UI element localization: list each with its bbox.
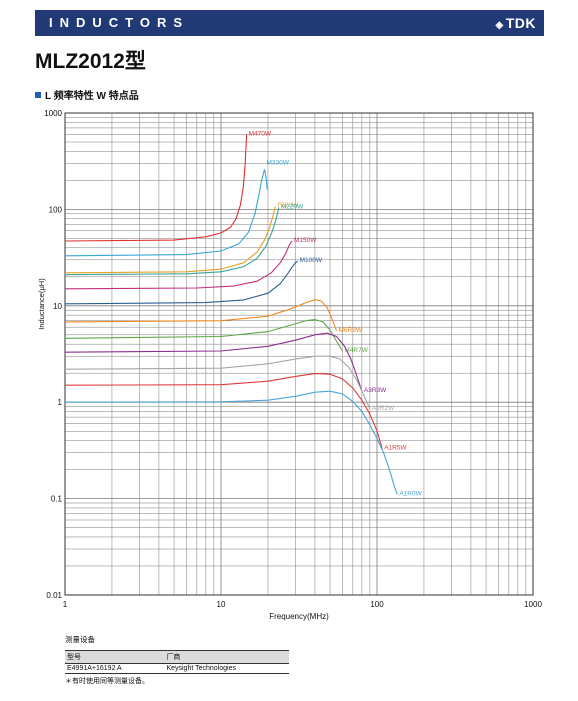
series-line-m470w [64, 134, 248, 242]
series-label: M6R8W [338, 327, 362, 334]
section-heading-text: L 频率特性 W 特点品 [45, 91, 139, 102]
series-line-f220w [64, 206, 276, 274]
y-tick-label: 10 [53, 302, 62, 311]
series-label: M150W [294, 237, 317, 244]
table-header-row: 型号 厂商 [65, 650, 289, 664]
header-banner: INDUCTORS ◈ TDK [35, 10, 544, 36]
series-line-m4r7w [64, 319, 343, 352]
inductance-frequency-chart: 1 10 100 1000 0.01 0.1 1 10 100 1000 Frequency(MHz… [37, 109, 542, 621]
measurement-table: 型号 厂商 E4991A+16192 A Keysight Technologi… [65, 650, 289, 674]
series-label: M220W [281, 203, 304, 210]
series-line-a3r3w [64, 332, 363, 392]
table-row: E4991A+16192 A Keysight Technologies [65, 663, 289, 674]
x-tick-label: 100 [370, 600, 384, 609]
y-axis-label: Inductance(μH) [37, 278, 46, 330]
series-label: M330W [266, 159, 289, 166]
y-tick-label: 100 [49, 205, 63, 214]
column-header-maker: 厂商 [164, 650, 289, 664]
series-line-m150w [64, 240, 293, 290]
series-label: A3R3W [364, 387, 387, 394]
section-square-icon [35, 92, 41, 99]
series-line-a1r5w [64, 373, 383, 449]
series-line-m6r8w [64, 299, 338, 331]
y-tick-label: 0.1 [51, 495, 63, 504]
x-tick-label: 1000 [524, 600, 542, 609]
tdk-logo-icon: ◈ [495, 20, 504, 31]
column-header-model: 型号 [65, 650, 165, 664]
maker-cell: Keysight Technologies [164, 663, 289, 674]
series-label: F220W [277, 202, 299, 209]
series-line-m220w [64, 207, 280, 276]
plot-frame [64, 112, 534, 596]
category-title: INDUCTORS [49, 15, 190, 30]
section-heading: L 频率特性 W 特点品 [35, 87, 139, 102]
series-line-m330w [64, 169, 268, 257]
series-label: M4R7W [344, 347, 368, 354]
y-tick-label: 1000 [44, 109, 62, 118]
y-tick-label: 0.01 [46, 591, 62, 600]
brand-name: TDK [505, 15, 536, 31]
x-axis-label: Frequency(MHz) [269, 612, 329, 621]
series-line-m100w [64, 260, 299, 305]
measurement-note: ＊有时使用同等测量设备。 [65, 678, 149, 685]
measurement-title: 测量设备 [65, 635, 95, 644]
series-label: M470W [249, 130, 272, 137]
product-title: MLZ2012型 [35, 50, 146, 73]
series-line-a2r2w [64, 355, 371, 410]
model-cell: E4991A+16192 A [65, 663, 165, 674]
x-tick-label: 1 [63, 600, 68, 609]
x-tick-label: 10 [217, 600, 226, 609]
series-label: A2R2W [372, 405, 395, 412]
series-label: A1R5W [384, 445, 407, 452]
y-tick-label: 1 [58, 398, 63, 407]
series-label: A1R0W [399, 491, 422, 498]
brand-logo: ◈ TDK [496, 15, 536, 31]
series-line-a1r0w [64, 390, 398, 495]
series-label: M100W [300, 257, 323, 264]
measurement-equipment: 测量设备 型号 厂商 E4991A+16192 A Keysight Techn… [65, 634, 289, 686]
